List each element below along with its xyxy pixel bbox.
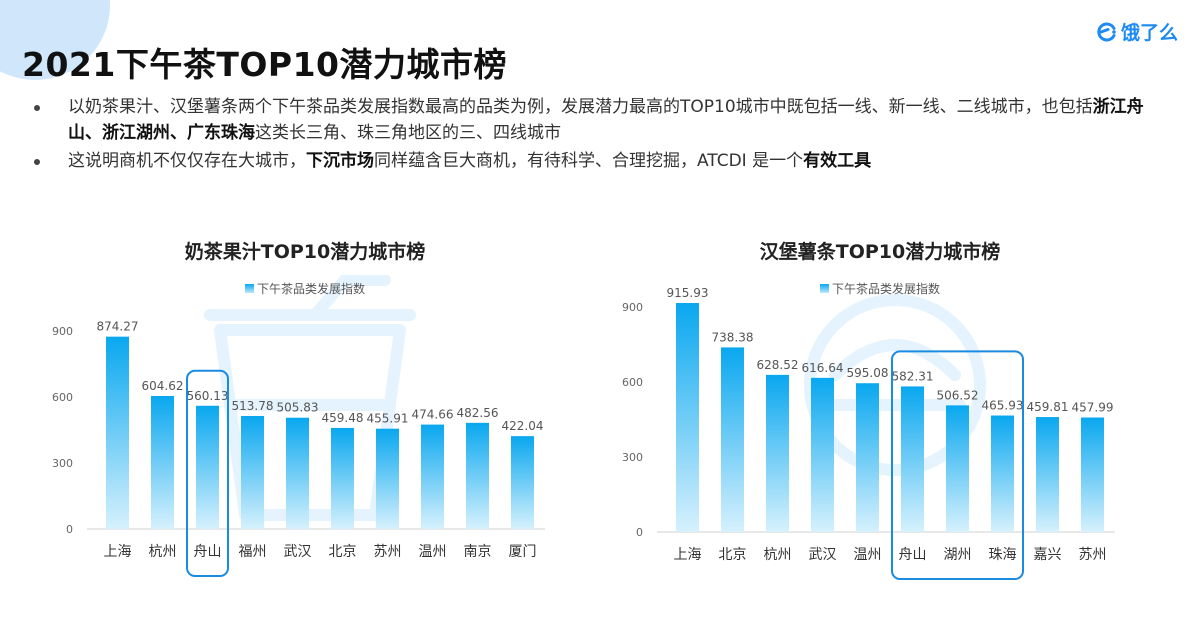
- data-label: 915.93: [667, 286, 709, 300]
- chart-legend: 下午茶品类发展指数: [625, 280, 1135, 297]
- data-label: 738.38: [712, 330, 754, 344]
- bar: [331, 427, 354, 529]
- eleme-logo-icon: [1097, 22, 1116, 41]
- y-tick-label: 0: [636, 526, 643, 539]
- data-label: 560.13: [187, 389, 229, 403]
- bullet-item: 这说明商机不仅仅存在大城市，下沉市场同样蕴含巨大商机，有待科学、合理挖掘，ATC…: [34, 148, 1164, 174]
- data-label: 457.99: [1072, 401, 1114, 415]
- chart-title: 汉堡薯条TOP10潜力城市榜: [759, 241, 1001, 263]
- bar: [721, 347, 744, 532]
- bar: [421, 424, 444, 529]
- highlight-text: 下沉市场: [306, 151, 374, 171]
- bar-chart-burger-fries: 0 300 600 900 915.93 上海 738.38 北京 628.52 杭州 616.64…: [622, 286, 1115, 580]
- y-tick-label: 900: [622, 301, 643, 314]
- bar: [991, 415, 1014, 532]
- x-tick-label: 苏州: [1079, 547, 1107, 563]
- highlight-text: 广东珠海: [187, 123, 255, 143]
- x-tick-label: 上海: [674, 547, 702, 563]
- bar: [376, 428, 399, 529]
- x-tick-label: 武汉: [809, 547, 837, 563]
- data-label: 616.64: [802, 361, 844, 375]
- legend-swatch: [819, 284, 829, 293]
- highlight-box: [186, 369, 229, 577]
- data-label: 604.62: [142, 379, 184, 393]
- x-tick-label: 湖州: [944, 547, 972, 563]
- legend-label: 下午茶品类发展指数: [831, 282, 940, 296]
- x-tick-label: 温州: [419, 544, 447, 560]
- x-tick-label: 嘉兴: [1034, 547, 1062, 563]
- x-tick-label: 苏州: [374, 544, 402, 560]
- bar: [856, 383, 879, 532]
- data-label: 874.27: [97, 320, 139, 334]
- brand-logo: 饿了么: [1095, 18, 1178, 45]
- highlight-text: 浙江舟山: [68, 97, 1144, 143]
- data-label: 506.52: [937, 388, 979, 402]
- highlight-text: 浙江湖州: [102, 123, 170, 143]
- data-label: 513.78: [232, 399, 274, 413]
- bar: [811, 377, 834, 532]
- bar: [1036, 417, 1059, 532]
- logo-text: 饿了么: [1120, 22, 1178, 44]
- bar: [676, 303, 699, 532]
- highlight-text: 有效工具: [803, 151, 872, 171]
- chart-burger-fries: 汉堡薯条TOP10潜力城市榜 下午茶品类发展指数 0 300 600 900 915.9…: [622, 225, 1135, 580]
- x-tick-label: 北京: [719, 547, 747, 563]
- bar: [511, 436, 534, 529]
- y-tick-label: 0: [66, 523, 73, 536]
- summary-bullets: 以奶茶果汁、汉堡薯条两个下午茶品类发展指数最高的品类为例，发展潜力最高的TOP1…: [34, 94, 1164, 176]
- data-label: 628.52: [757, 358, 799, 372]
- y-tick-label: 300: [52, 457, 73, 470]
- y-tick-label: 600: [52, 391, 73, 404]
- bullet-item: 以奶茶果汁、汉堡薯条两个下午茶品类发展指数最高的品类为例，发展潜力最高的TOP1…: [34, 94, 1164, 146]
- page-title: 2021下午茶TOP10潜力城市榜: [22, 45, 508, 84]
- x-tick-label: 杭州: [149, 544, 177, 560]
- x-tick-label: 珠海: [989, 547, 1017, 563]
- chart-legend: 下午茶品类发展指数: [50, 280, 560, 297]
- data-label: 595.08: [847, 366, 889, 380]
- bar: [466, 422, 489, 529]
- x-tick-label: 厦门: [509, 544, 537, 560]
- bar: [106, 336, 129, 529]
- data-label: 482.56: [457, 406, 499, 420]
- y-tick-label: 600: [622, 376, 643, 389]
- chart-title: 奶茶果汁TOP10潜力城市榜: [184, 241, 426, 263]
- x-tick-label: 舟山: [899, 547, 927, 563]
- data-label: 459.48: [322, 411, 364, 425]
- bar: [286, 417, 309, 529]
- bar: [196, 405, 219, 529]
- x-tick-label: 北京: [329, 544, 357, 560]
- data-label: 465.93: [982, 399, 1024, 413]
- bar: [151, 395, 174, 529]
- y-tick-label: 900: [52, 325, 73, 338]
- data-label: 474.66: [412, 408, 454, 422]
- y-tick-label: 300: [622, 451, 643, 464]
- bar: [946, 405, 969, 532]
- x-tick-label: 福州: [239, 544, 267, 560]
- legend-swatch: [244, 284, 254, 293]
- bar: [1081, 417, 1104, 532]
- chart-milk-tea: 奶茶果汁TOP10潜力城市榜 下午茶品类发展指数 0 300 600 900 874.2…: [50, 225, 560, 580]
- highlight-box: [891, 350, 1024, 580]
- bar: [901, 386, 924, 532]
- x-tick-label: 杭州: [764, 547, 792, 563]
- x-tick-label: 舟山: [194, 544, 222, 560]
- x-tick-label: 武汉: [284, 544, 312, 560]
- data-label: 459.81: [1027, 400, 1069, 414]
- x-tick-label: 南京: [464, 544, 492, 560]
- data-label: 505.83: [277, 401, 319, 415]
- data-label: 582.31: [892, 369, 934, 383]
- data-label: 455.91: [367, 412, 409, 426]
- x-tick-label: 温州: [854, 547, 882, 563]
- bar: [241, 415, 264, 529]
- x-tick-label: 上海: [104, 544, 132, 560]
- data-label: 422.04: [502, 419, 544, 433]
- legend-label: 下午茶品类发展指数: [256, 282, 365, 296]
- bar: [766, 374, 789, 532]
- bar-chart-milk-tea: 0 300 600 900 874.27 上海 604.62 杭州 560.13 舟山 513.78…: [52, 320, 545, 577]
